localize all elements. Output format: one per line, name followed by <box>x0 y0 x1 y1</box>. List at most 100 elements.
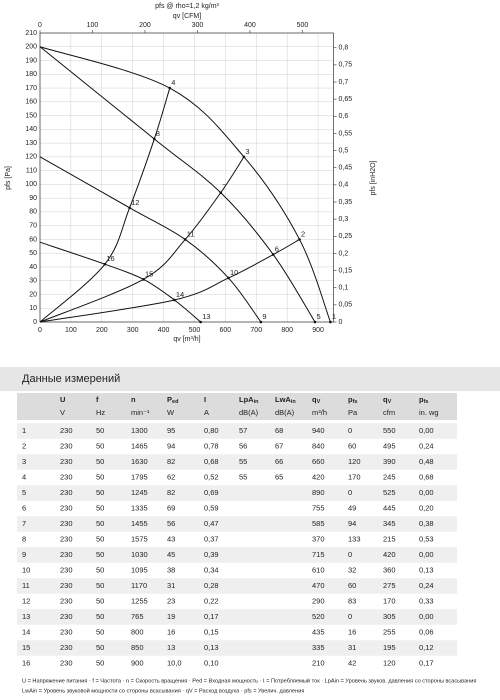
table-cell: 0 <box>348 488 352 497</box>
column-header: f <box>96 395 99 404</box>
unit: cfm <box>383 408 395 417</box>
table-cell: 0,52 <box>204 472 219 481</box>
unit: Hz <box>96 408 105 417</box>
table-cell: 65 <box>275 472 283 481</box>
table-cell: 360 <box>383 565 396 574</box>
table-cell: 82 <box>167 488 175 497</box>
x2-tick-label: 500 <box>297 22 309 29</box>
table-cell: 0,17 <box>419 658 434 667</box>
table-cell: 13 <box>22 612 30 621</box>
row-bg <box>17 547 457 563</box>
y2-tick-label: 0,7 <box>339 79 349 86</box>
point-label: 15 <box>145 269 153 278</box>
table-header-bg <box>17 393 457 420</box>
table-cell: 133 <box>348 534 361 543</box>
table-cell: 55 <box>239 457 247 466</box>
x2-tick-label: 0 <box>38 22 42 29</box>
header-text: n <box>131 395 136 404</box>
table-cell: 14 <box>22 627 30 636</box>
table-cell: 420 <box>383 550 396 559</box>
table-cell: 275 <box>383 581 396 590</box>
table-cell: 0,15 <box>204 627 219 636</box>
table-cell: 230 <box>60 441 73 450</box>
row-bg <box>17 640 457 656</box>
header-text: q <box>312 395 317 404</box>
operating-point <box>259 320 263 324</box>
table-cell: 50 <box>96 612 104 621</box>
y-tick-label: 20 <box>29 291 37 298</box>
table-cell: 45 <box>167 550 175 559</box>
table-cell: 0,00 <box>419 488 434 497</box>
x2-tick-label: 100 <box>87 22 99 29</box>
y2-tick-label: 0,55 <box>339 130 353 137</box>
point-label: 6 <box>275 245 279 254</box>
table-cell: 255 <box>383 627 396 636</box>
y-tick-label: 90 <box>29 195 37 202</box>
table-cell: 38 <box>167 565 175 574</box>
y-tick-label: 200 <box>25 44 37 51</box>
table-cell: 230 <box>60 596 73 605</box>
y-tick-label: 100 <box>25 181 37 188</box>
table-cell: 11 <box>22 581 30 590</box>
table-cell: 0,13 <box>419 565 434 574</box>
table-cell: 1095 <box>131 565 148 574</box>
table-cell: 195 <box>383 643 396 652</box>
table-cell: 1170 <box>131 581 147 590</box>
table-cell: 4 <box>22 472 26 481</box>
table-cell: 585 <box>312 519 325 528</box>
column-header: LpAin <box>239 395 259 405</box>
table-cell: 1245 <box>131 488 148 497</box>
table-cell: 850 <box>131 643 144 652</box>
y-tick-label: 60 <box>29 236 37 243</box>
header-text: f <box>96 395 99 404</box>
unit: V <box>60 408 65 417</box>
x-tick-label: 0 <box>38 327 42 334</box>
table-cell: 0 <box>348 550 352 559</box>
y2-tick-label: 0,3 <box>339 216 349 223</box>
header-text: I <box>204 395 206 404</box>
operating-point <box>298 238 301 241</box>
table-cell: 230 <box>60 426 73 435</box>
unit: dB(A) <box>275 408 295 417</box>
table-cell: 50 <box>96 565 104 574</box>
point-label: 11 <box>187 229 195 238</box>
x-tick-label: 900 <box>312 327 324 334</box>
table-cell: 0,48 <box>419 457 434 466</box>
table-cell: 755 <box>312 503 325 512</box>
footnote: U = Напряжение питания · f = Частота · n… <box>22 677 476 684</box>
operating-point <box>329 320 332 324</box>
table-cell: 9 <box>22 550 26 559</box>
table-cell: 10 <box>22 565 30 574</box>
table-cell: 67 <box>275 441 283 450</box>
curve <box>39 156 245 323</box>
table-cell: 230 <box>60 612 73 621</box>
table-cell: 525 <box>383 488 396 497</box>
row-bg <box>17 609 457 625</box>
table-cell: 0,33 <box>419 596 434 605</box>
table-cell: 0,69 <box>204 488 219 497</box>
table-cell: 50 <box>96 472 104 481</box>
x-tick-label: 300 <box>127 327 139 334</box>
curve <box>39 46 331 323</box>
table-cell: 420 <box>312 472 325 481</box>
curve <box>39 238 300 323</box>
table-cell: 19 <box>167 612 175 621</box>
header-subscript: V <box>388 399 392 405</box>
table-cell: 940 <box>312 426 325 435</box>
table-cell: 50 <box>96 534 104 543</box>
table-cell: 60 <box>348 581 356 590</box>
table-cell: 800 <box>131 627 144 636</box>
table-cell: 1630 <box>131 457 148 466</box>
table-cell: 55 <box>239 472 247 481</box>
table-cell: 32 <box>348 565 356 574</box>
table-cell: 16 <box>348 627 356 636</box>
table-cell: 16 <box>22 658 30 667</box>
y-tick-label: 190 <box>25 57 37 64</box>
table-cell: 230 <box>60 457 73 466</box>
table-title: Данные измерений <box>22 373 120 385</box>
table-cell: 0,00 <box>419 612 434 621</box>
table-cell: 170 <box>383 596 396 605</box>
chart-title: pfs @ rho=1,2 kg/m³ <box>155 3 219 10</box>
table-cell: 1255 <box>131 596 148 605</box>
